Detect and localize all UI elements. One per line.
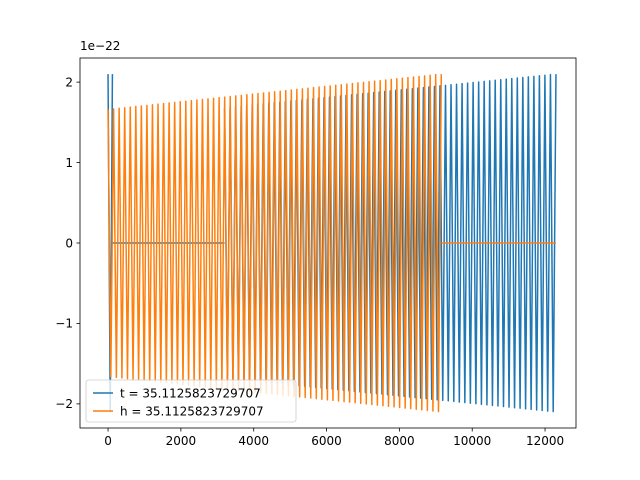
y-axis-offset-label: 1e−22 bbox=[80, 39, 120, 53]
x-tick-label: 12000 bbox=[526, 434, 564, 448]
y-axis: −2 −1 0 1 2 bbox=[55, 75, 80, 411]
legend: t = 35.1125823729707 h = 35.1125823729707 bbox=[85, 379, 297, 423]
legend-label: h = 35.1125823729707 bbox=[120, 404, 264, 418]
y-tick-label: −2 bbox=[55, 397, 73, 411]
x-tick-label: 6000 bbox=[311, 434, 342, 448]
series-line-2 bbox=[107, 73, 556, 413]
x-tick-label: 0 bbox=[104, 434, 112, 448]
legend-label: t = 35.1125823729707 bbox=[120, 386, 261, 400]
y-tick-label: 2 bbox=[65, 75, 73, 89]
x-tick-label: 8000 bbox=[384, 434, 415, 448]
x-tick-label: 2000 bbox=[166, 434, 197, 448]
y-tick-label: 0 bbox=[65, 236, 73, 250]
y-tick-label: −1 bbox=[55, 317, 73, 331]
x-axis: 0 2000 4000 6000 8000 10000 12000 bbox=[104, 428, 564, 448]
x-tick-label: 10000 bbox=[453, 434, 491, 448]
x-tick-label: 4000 bbox=[238, 434, 269, 448]
legend-box bbox=[85, 379, 297, 423]
y-tick-label: 1 bbox=[65, 156, 73, 170]
